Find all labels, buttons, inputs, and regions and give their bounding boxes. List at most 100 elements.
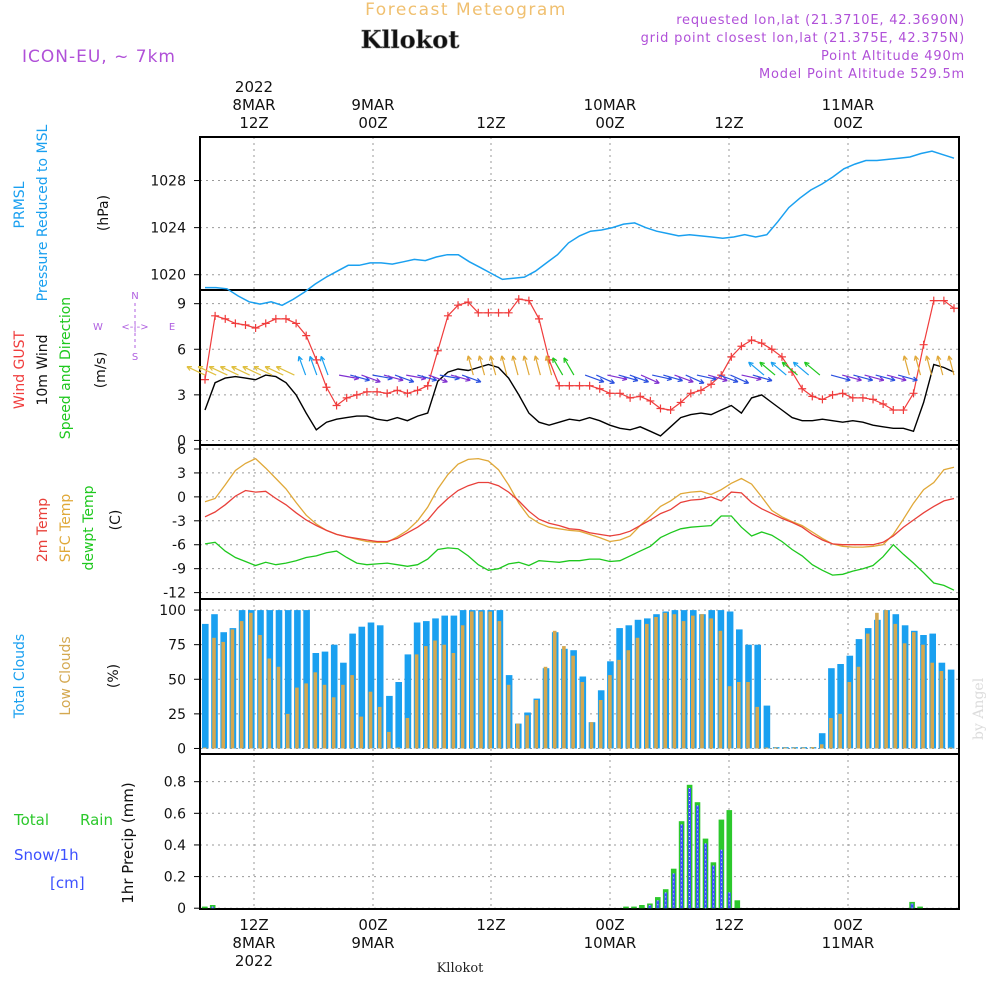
temp2m-label: 2m Temp (35, 498, 51, 562)
low-cloud-bar (921, 644, 925, 749)
ten-m-wind-label: 10m Wind (35, 334, 51, 405)
snow-bar (910, 903, 914, 909)
wind-panel-labels: Wind GUST 10m Wind Speed and Direction (… (12, 297, 109, 439)
pressure-panel: 1020 1024 1028 (150, 136, 960, 291)
low-cloud-bar (313, 672, 318, 749)
precipitation-frame (199, 753, 960, 910)
gust-marker (302, 331, 311, 340)
y-tick-label: 50 (168, 672, 186, 688)
total-cloud-bar (726, 611, 734, 749)
gust-marker (322, 383, 331, 392)
precip-axis-label: 1hr Precip (mm) (119, 782, 137, 903)
low-cloud-bar (746, 682, 750, 749)
gust-marker (889, 406, 898, 415)
wind-direction-arrow (552, 357, 564, 376)
gust-marker (423, 381, 432, 390)
y-tick-label: 0 (177, 433, 186, 449)
wind-direction-arrow (607, 374, 628, 381)
low-cloud-bar (884, 610, 888, 749)
low-cloud-bar (239, 621, 244, 749)
y-tick-label: 75 (168, 638, 186, 654)
speed-direction-label: Speed and Direction (58, 297, 74, 439)
gust-marker (909, 389, 918, 398)
low-cloud-bar (479, 611, 483, 749)
wind-direction-arrow (511, 355, 519, 376)
wind-direction-arrow (652, 374, 673, 381)
wind-direction-arrow (406, 374, 427, 381)
wind-direction-arrow (186, 366, 206, 376)
y-tick-label: 1028 (150, 174, 186, 190)
gust-marker (474, 308, 483, 317)
wind-direction-arrow (544, 355, 553, 376)
pressure-frame (199, 136, 960, 291)
gust-marker (413, 386, 422, 395)
gust-marker (241, 320, 250, 329)
y-tick-label: -12 (163, 586, 186, 602)
point-altitude: Point Altitude 490m (821, 49, 965, 64)
gust-marker (403, 389, 412, 398)
wind-direction-arrow (372, 374, 393, 381)
y-tick-label: 25 (168, 707, 186, 723)
low-cloud-bar (442, 644, 446, 749)
low-cloud-bar (737, 682, 741, 749)
gust-marker (707, 380, 716, 389)
low-cloud-bar (580, 682, 585, 749)
total-cloud-bar (358, 626, 366, 749)
compass-w: W (93, 322, 103, 333)
rain-bar (917, 906, 923, 909)
low-cloud-bar (792, 747, 796, 749)
bottom-hour-label: 00Z (595, 916, 624, 934)
low-cloud-bar (350, 675, 354, 749)
top-hour-label: 12Z (714, 114, 743, 132)
rain-bar (623, 906, 629, 909)
wind-direction-arrow (936, 355, 944, 376)
gust-marker (858, 393, 867, 402)
snow-bar (672, 873, 676, 909)
low-cloud-bar (221, 641, 225, 749)
y-tick-label: 0.2 (164, 870, 186, 886)
wind-direction-arrow (685, 374, 705, 384)
gust-marker (352, 390, 361, 399)
low-cloud-bar (764, 747, 769, 749)
sfc-temp-label: SFC Temp (58, 494, 74, 563)
wind-direction-arrow (500, 355, 508, 376)
low-cloud-bar (368, 691, 373, 749)
low-cloud-bar (497, 621, 502, 749)
wind-gust-label: Wind GUST (12, 330, 28, 409)
low-cloud-bar (359, 716, 364, 749)
low-clouds-label: Low Clouds (58, 636, 74, 715)
bottom-hour-label: 12Z (714, 916, 743, 934)
total-cloud-bar (294, 610, 301, 749)
top-day-label: 8MAR (232, 96, 275, 114)
wind-direction-arrow (563, 357, 575, 376)
rain-bar (726, 810, 733, 909)
gust-marker (939, 296, 948, 305)
low-cloud-bar (626, 650, 631, 749)
low-cloud-bar (258, 635, 262, 749)
gust-marker (231, 319, 240, 328)
low-cloud-bar (562, 646, 566, 749)
wind-direction-arrow (741, 374, 762, 381)
wind-direction-arrow (864, 374, 885, 382)
wind-direction-arrow (718, 374, 739, 383)
gust-marker (292, 319, 301, 328)
y-tick-label: 0.4 (164, 838, 186, 854)
gust-marker (535, 314, 544, 323)
bottom-hour-label: 12Z (239, 916, 268, 934)
wind-direction-arrow (394, 374, 415, 383)
low-cloud-bar (534, 700, 539, 749)
top-hour-label: 00Z (358, 114, 387, 132)
sfc-temp-line (204, 457, 955, 548)
wind-direction-arrow (361, 374, 381, 383)
gust-marker (838, 389, 847, 398)
y-tick-label: 6 (177, 442, 186, 458)
gust-marker (454, 301, 463, 310)
snow-bar (712, 865, 715, 909)
gust-marker (879, 399, 888, 408)
low-cloud-bar (718, 630, 723, 749)
low-cloud-bar (948, 747, 953, 749)
low-cloud-bar (819, 744, 824, 749)
wind-direction-arrow (428, 374, 448, 383)
gust-marker (494, 308, 503, 317)
